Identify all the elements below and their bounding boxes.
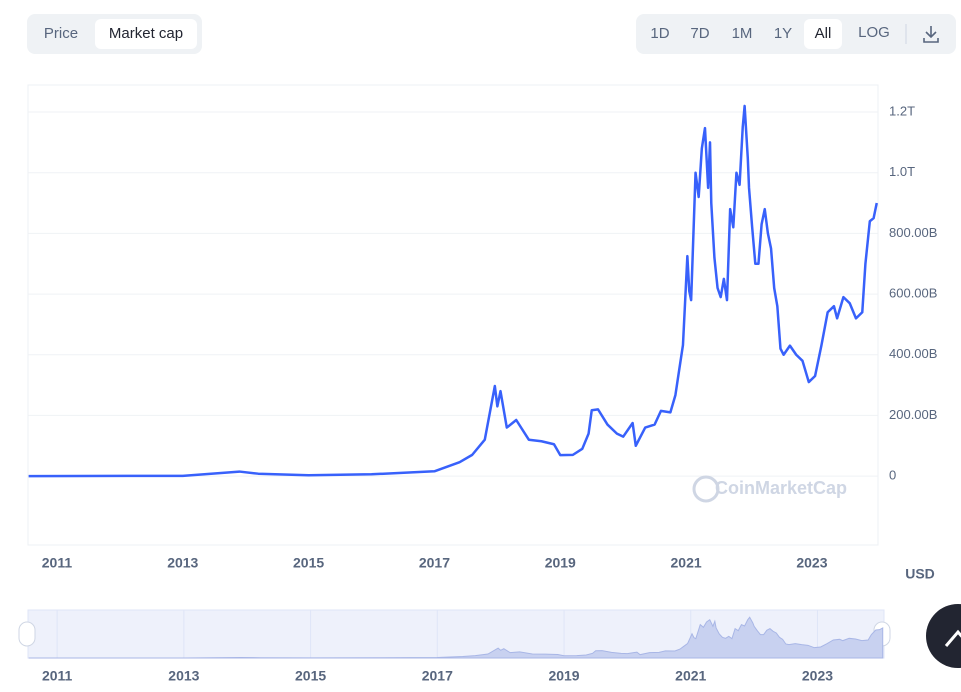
nav-tick-label: 2021 [675,668,706,684]
y-tick-label: 200.00B [889,407,937,422]
plot-frame [27,84,879,546]
x-tick-label: 2023 [796,555,827,571]
y-tick-label: 400.00B [889,346,937,361]
y-tick-label: 1.0T [889,164,915,179]
range[interactable]: All [815,25,832,42]
range-active [804,19,842,49]
nav-handle[interactable] [18,621,36,647]
nav-tick-label: 2017 [422,668,453,684]
tab-active [95,19,197,49]
nav-tick-label: 2019 [548,668,579,684]
download-icon[interactable] [923,26,939,43]
currency-label: USD [905,566,935,582]
x-tick-label: 2017 [419,555,450,571]
watermark: CoinMarketCap [715,478,847,498]
scroll-top-icon [944,629,961,647]
x-tick-label: 2011 [42,555,73,571]
log-toggle[interactable]: LOG [858,24,890,41]
x-tick-label: 2021 [671,555,702,571]
y-tick-label: 1.2T [889,103,915,118]
x-tick-label: 2013 [167,555,198,571]
tab[interactable]: Price [44,25,78,42]
x-tick-label: 2019 [545,555,576,571]
nav-tick-label: 2015 [295,668,326,684]
y-tick-label: 600.00B [889,286,937,301]
watermark-logo [692,475,720,503]
y-tick-label: 800.00B [889,225,937,240]
range-group [636,14,956,54]
scroll-top-button[interactable] [926,604,961,668]
line [28,104,878,478]
range[interactable]: 7D [690,25,709,42]
y-tick-label: 0 [889,468,896,483]
x-tick-label: 2015 [293,555,324,571]
nav-area [28,616,884,659]
nav-tick-label: 2013 [168,668,199,684]
tab[interactable]: Market cap [109,25,183,42]
nav-tick-label: 2023 [802,668,833,684]
nav-tick-label: 2011 [42,668,73,684]
range[interactable]: 1D [650,25,669,42]
range[interactable]: 1Y [774,25,792,42]
range[interactable]: 1M [732,25,753,42]
